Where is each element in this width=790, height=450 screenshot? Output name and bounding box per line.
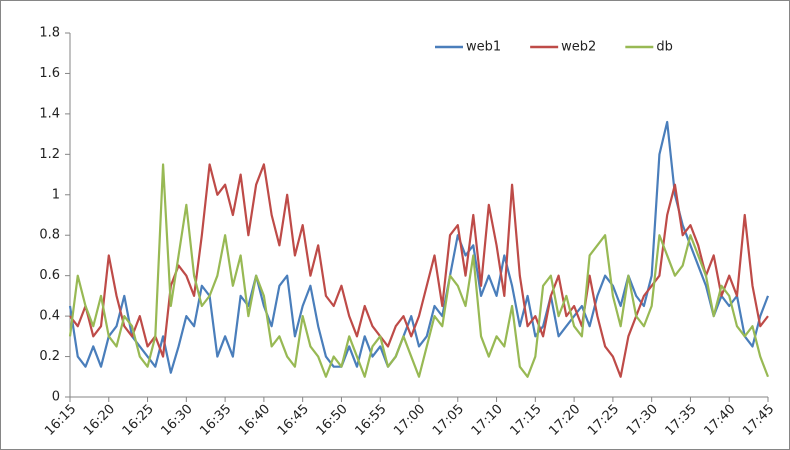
- y-tick-label: 1.2: [39, 147, 60, 162]
- y-tick-label: 1.6: [39, 66, 60, 81]
- series-line: [68, 163, 770, 378]
- y-tick-label: 0.8: [39, 228, 60, 243]
- y-tick-label: 0.6: [39, 268, 60, 283]
- legend-label: web1: [466, 40, 501, 55]
- series-line: [69, 163, 769, 378]
- legend-label: db: [656, 40, 673, 55]
- series-line: [68, 120, 770, 374]
- y-tick-label: 0.4: [39, 309, 60, 324]
- legend-label: web2: [561, 40, 596, 55]
- y-tick-label: 1: [52, 187, 60, 202]
- y-tick-label: 0.2: [39, 349, 60, 364]
- y-tick-label: 1.8: [39, 26, 60, 41]
- y-tick-label: 0: [52, 390, 60, 405]
- y-tick-label: 1.4: [39, 106, 60, 121]
